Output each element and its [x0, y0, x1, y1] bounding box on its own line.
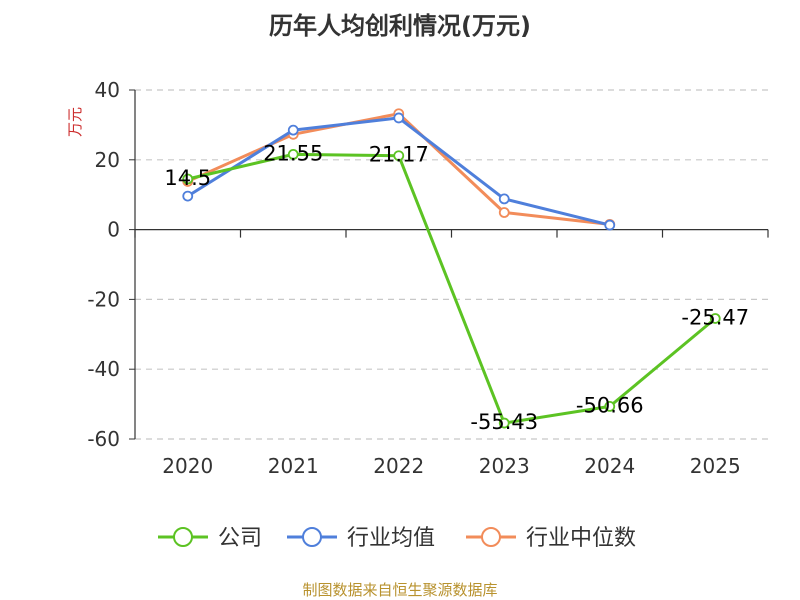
chart-title: 历年人均创利情况(万元) [269, 12, 531, 40]
data-point [604, 219, 616, 231]
data-point [393, 112, 405, 124]
axes: 40 20 0 -20 -40 -60 2020 2021 2022 2023 2024 2025 万元 [66, 78, 769, 478]
data-source-note: 制图数据来自恒生聚源数据库 [302, 581, 498, 599]
x-tick-label: 2024 [584, 454, 635, 478]
legend-swatch-marker [481, 527, 501, 547]
legend[interactable]: 公司 行业均值 行业中位数 [158, 526, 636, 551]
series-line-1 [187, 152, 717, 425]
y-tick-label: -40 [87, 357, 120, 381]
data-label: -25.47 [681, 305, 749, 329]
x-tick-label: 2021 [268, 454, 319, 478]
y-axis-unit-label: 万元 [66, 107, 84, 137]
data-point [182, 190, 194, 202]
data-label: 21.17 [369, 143, 429, 167]
data-point [498, 193, 510, 205]
data-point [287, 148, 299, 160]
data-point [498, 207, 510, 218]
series-line-3 [187, 112, 610, 226]
data-labels: 14.5 21.55 21.17 -55.43 -50.66 -25.47 [164, 141, 749, 434]
series-layer [182, 108, 721, 429]
y-tick-label: -20 [87, 287, 120, 311]
legend-label: 行业均值 [347, 526, 435, 551]
legend-item-3[interactable]: 行业中位数 [466, 526, 636, 551]
legend-label: 行业中位数 [526, 526, 636, 551]
legend-label: 公司 [218, 526, 262, 551]
x-tick-label: 2023 [479, 454, 530, 478]
data-label: 21.55 [263, 141, 323, 165]
x-tick-label: 2025 [690, 454, 741, 478]
data-label: -50.66 [576, 393, 644, 417]
legend-swatch-marker [302, 527, 322, 547]
legend-item-2[interactable]: 行业均值 [287, 526, 435, 551]
x-tick-label: 2020 [162, 454, 213, 478]
y-tick-label: -60 [87, 427, 120, 451]
series-line-2 [186, 116, 611, 227]
data-label: 14.5 [164, 166, 211, 190]
data-point [498, 417, 510, 429]
y-tick-label: 0 [107, 218, 120, 242]
data-point [604, 401, 616, 412]
legend-swatch-marker [173, 527, 193, 547]
grid-lines [135, 89, 768, 440]
data-point [393, 150, 405, 162]
x-tick-label: 2022 [373, 454, 424, 478]
data-label: -55.43 [470, 410, 538, 434]
y-tick-label: 40 [95, 78, 120, 102]
data-point [709, 313, 721, 324]
legend-item-1[interactable]: 公司 [158, 526, 262, 551]
data-point [182, 173, 194, 185]
y-tick-label: 20 [95, 148, 120, 172]
data-point [287, 124, 299, 136]
